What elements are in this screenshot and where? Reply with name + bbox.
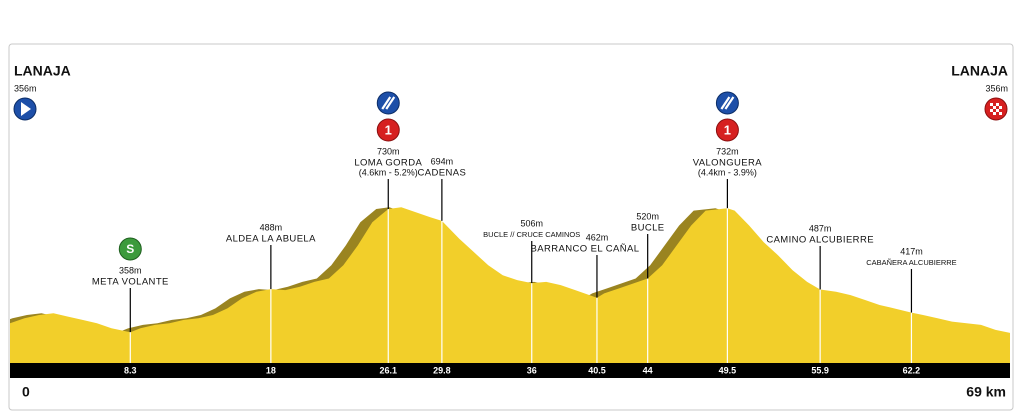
altitude-label: 520m <box>636 211 659 221</box>
mountain-icon <box>376 91 400 115</box>
x-tick-label: 40.5 <box>588 365 606 375</box>
category-icon <box>376 118 400 142</box>
climb-detail: (4.4km - 3.9%) <box>698 167 757 177</box>
category-label: 1 <box>385 122 392 137</box>
profile-area <box>10 207 1010 363</box>
finish-name: LANAJA <box>951 63 1008 79</box>
waypoint-name: VALONGUERA <box>693 158 763 169</box>
waypoint-name: CABAÑERA ALCUBIERRE <box>866 258 956 267</box>
altitude-label: 358m <box>119 265 142 275</box>
altitude-label: 694m <box>431 156 454 166</box>
waypoint-name: ALDEA LA ABUELA <box>226 234 316 245</box>
altitude-label: 732m <box>716 146 739 156</box>
waypoint-name: LOMA GORDA <box>354 158 422 169</box>
waypoint-name: CAMINO ALCUBIERRE <box>766 235 874 246</box>
waypoint-name: CADENAS <box>418 168 467 179</box>
mountain-icon-mark <box>720 96 735 110</box>
waypoint-name: BARRANCO EL CAÑAL <box>531 244 640 255</box>
mountain-icon <box>715 91 739 115</box>
x-tick-label: 49.5 <box>719 365 737 375</box>
waypoint-name: META VOLANTE <box>92 277 169 288</box>
altitude-label: 506m <box>520 218 543 228</box>
altitude-label: 488m <box>260 222 283 232</box>
waypoint-name: BUCLE <box>631 223 665 234</box>
x-tick-label: 8.3 <box>124 365 137 375</box>
start-icon <box>13 97 37 121</box>
x-tick-label: 55.9 <box>811 365 829 375</box>
sprint-label: S <box>126 242 134 256</box>
x-tick-label: 18 <box>266 365 276 375</box>
km-bar <box>10 363 1010 378</box>
x-tick-label: 0 <box>22 384 30 400</box>
start-altitude: 356m <box>14 83 37 93</box>
climb-detail: (4.6km - 5.2%) <box>359 167 418 177</box>
x-tick-label: 62.2 <box>903 365 921 375</box>
altitude-label: 487m <box>809 223 832 233</box>
x-tick-label: 44 <box>643 365 653 375</box>
waypoint-name: BUCLE // CRUCE CAMINOS <box>483 230 580 239</box>
altitude-label: 730m <box>377 146 400 156</box>
category-icon <box>715 118 739 142</box>
altitude-label: 417m <box>900 246 923 256</box>
x-tick-label: 29.8 <box>433 365 451 375</box>
x-tick-label: 26.1 <box>379 365 397 375</box>
start-name: LANAJA <box>14 63 71 79</box>
mountain-icon-mark <box>381 96 396 110</box>
finish-altitude: 356m <box>985 83 1008 93</box>
climb-icon: 1 <box>715 91 739 142</box>
category-label: 1 <box>724 122 731 137</box>
x-tick-label: 36 <box>527 365 537 375</box>
sprint-icon <box>118 237 142 261</box>
x-tick-label: 69 km <box>966 384 1006 400</box>
altitude-label: 462m <box>586 232 609 242</box>
climb-icon: 1 <box>376 91 400 142</box>
finish-icon <box>984 97 1008 121</box>
